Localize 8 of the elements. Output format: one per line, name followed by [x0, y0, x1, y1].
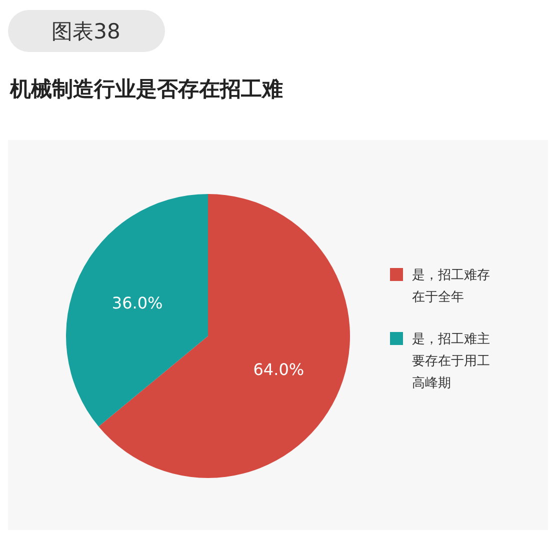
legend-label: 是，招工难主要存在于用工高峰期 — [412, 331, 490, 391]
text: 图表38 — [52, 19, 120, 44]
pie-slice — [66, 194, 208, 427]
legend-label: 是，招工难存在于全年 — [412, 268, 490, 305]
data-label: 64.0% — [253, 360, 304, 379]
pie-slice — [98, 194, 350, 478]
data-label: 36.0% — [112, 293, 163, 312]
chart-title: 机械制造行业是否存在招工难 — [9, 77, 283, 101]
